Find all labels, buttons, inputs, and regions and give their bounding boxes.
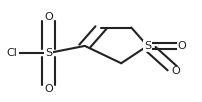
Text: O: O bbox=[44, 84, 53, 94]
Text: O: O bbox=[171, 66, 180, 76]
Text: S: S bbox=[144, 41, 151, 51]
Text: O: O bbox=[44, 12, 53, 22]
Text: Cl: Cl bbox=[7, 48, 18, 58]
Text: O: O bbox=[177, 41, 186, 51]
Text: S: S bbox=[45, 48, 52, 58]
